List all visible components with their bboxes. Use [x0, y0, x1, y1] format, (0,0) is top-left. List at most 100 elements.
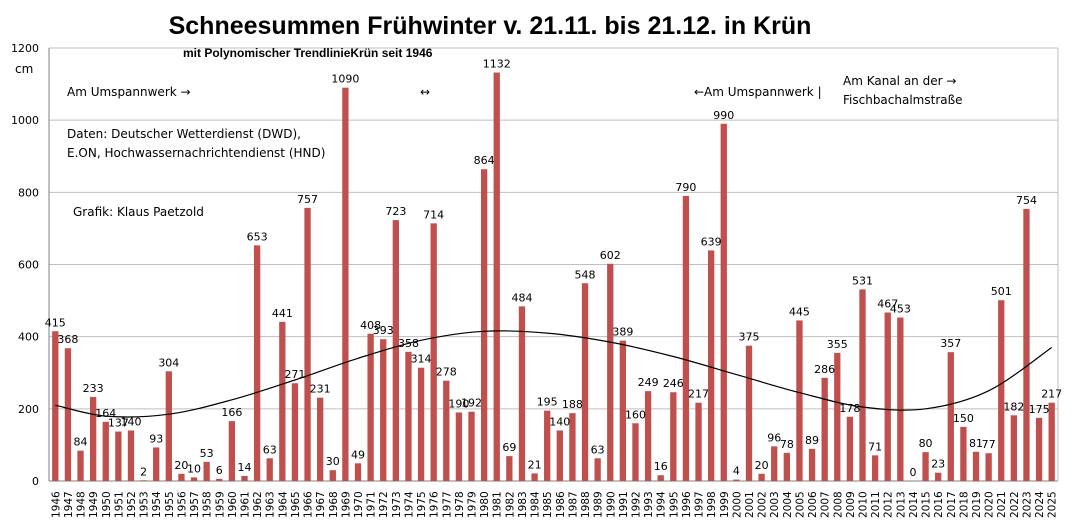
- y-axis-ticks: 0 200 400 600 800 1000 1200: [11, 42, 39, 488]
- bar-1975: [417, 367, 425, 481]
- x-tick-label-1989: 1989: [593, 491, 605, 518]
- y-tick-label: 800: [18, 186, 39, 199]
- data-label-1967: 231: [310, 383, 331, 396]
- data-label-1948: 84: [74, 436, 88, 449]
- data-label-1982: 69: [502, 441, 516, 454]
- data-label-2015: 80: [919, 437, 933, 450]
- x-tick-label-1966: 1966: [303, 491, 315, 518]
- data-label-1983: 484: [511, 291, 532, 304]
- bar-1946: [52, 331, 59, 481]
- data-label-2012: 467: [877, 297, 898, 310]
- bar-2005: [796, 320, 803, 481]
- trendline-group: [55, 330, 1053, 418]
- y-axis-label: cm: [15, 62, 33, 76]
- x-tick-label-1956: 1956: [176, 491, 188, 518]
- bar-1948: [77, 450, 84, 481]
- annotation-am-kanal: Am Kanal an der →: [843, 74, 956, 88]
- data-label-1969: 1090: [331, 73, 359, 86]
- bar-2021: [998, 300, 1005, 481]
- bar-2006: [808, 448, 816, 481]
- x-tick-label-2004: 2004: [782, 491, 794, 518]
- data-label-1987: 188: [562, 398, 583, 411]
- data-label-1979: 192: [461, 397, 482, 410]
- x-tick-label-1990: 1990: [605, 491, 617, 518]
- data-label-2023: 754: [1016, 194, 1037, 207]
- bar-2007: [821, 377, 828, 481]
- bar-1979: [468, 411, 475, 481]
- x-tick-label-1946: 1946: [50, 491, 62, 518]
- x-tick-label-2000: 2000: [731, 491, 743, 518]
- bar-1988: [581, 283, 589, 481]
- data-label-1960: 166: [221, 406, 242, 419]
- x-tick-label-1980: 1980: [479, 491, 491, 518]
- data-label-1962: 653: [247, 230, 268, 243]
- x-tick-label-1968: 1968: [328, 491, 340, 518]
- x-tick-label-1964: 1964: [277, 491, 289, 518]
- x-tick-label-2009: 2009: [845, 491, 857, 518]
- bar-1959: [216, 478, 223, 481]
- y-tick-label: 0: [32, 475, 39, 488]
- x-tick-label-2016: 2016: [933, 491, 945, 518]
- x-tick-label-1971: 1971: [366, 491, 378, 518]
- x-tick-label-2023: 2023: [1021, 491, 1033, 518]
- data-label-1998: 639: [701, 235, 722, 248]
- data-label-1966: 757: [297, 193, 318, 206]
- bar-1995: [670, 392, 677, 481]
- bar-1976: [430, 223, 437, 482]
- data-label-1955: 304: [158, 356, 179, 369]
- data-label-2003: 96: [767, 431, 781, 444]
- x-tick-label-1983: 1983: [517, 491, 529, 518]
- x-tick-label-2003: 2003: [769, 491, 781, 518]
- x-tick-label-2025: 2025: [1047, 491, 1059, 518]
- data-label-2008: 355: [827, 338, 848, 351]
- x-tick-label-2022: 2022: [1009, 491, 1021, 518]
- data-label-1993: 249: [638, 376, 659, 389]
- data-label-1972: 393: [373, 324, 394, 337]
- x-tick-label-2024: 2024: [1034, 491, 1046, 518]
- data-label-2007: 286: [814, 363, 835, 376]
- source-line-1: Daten: Deutscher Wetterdienst (DWD),: [67, 127, 301, 141]
- source-line-2: E.ON, Hochwassernachrichtendienst (HND): [67, 146, 325, 160]
- x-tick-label-1958: 1958: [202, 491, 214, 518]
- bar-1952: [127, 430, 135, 481]
- bar-1994: [657, 475, 664, 481]
- bar-1965: [291, 383, 299, 481]
- x-tick-label-2014: 2014: [908, 491, 920, 518]
- x-tick-label-1974: 1974: [403, 491, 415, 518]
- x-tick-label-1986: 1986: [555, 491, 567, 518]
- bar-2020: [985, 453, 992, 481]
- bar-2009: [846, 416, 854, 481]
- bar-2017: [947, 352, 954, 481]
- x-tick-label-1952: 1952: [126, 491, 138, 518]
- bar-2024: [1035, 417, 1043, 481]
- data-label-1947: 368: [57, 333, 78, 346]
- author-credit: Grafik: Klaus Paetzold: [73, 205, 204, 219]
- data-labels: 4153688423316413714029330420105361661465…: [45, 58, 1062, 479]
- x-tick-label-1988: 1988: [580, 491, 592, 518]
- bar-1993: [644, 391, 652, 481]
- bar-1949: [89, 396, 97, 481]
- x-tick-label-1977: 1977: [441, 491, 453, 518]
- x-tick-label-2015: 2015: [921, 491, 933, 518]
- x-tick-label-1995: 1995: [668, 491, 680, 518]
- bar-1990: [607, 263, 614, 481]
- bar-1950: [102, 421, 109, 481]
- bar-1954: [153, 447, 160, 481]
- bar-1999: [720, 123, 727, 482]
- x-tick-label-1982: 1982: [504, 491, 516, 518]
- data-label-2016: 23: [931, 458, 945, 471]
- x-tick-label-2011: 2011: [870, 491, 882, 518]
- data-label-2010: 531: [852, 274, 873, 287]
- data-label-1968: 30: [326, 455, 340, 468]
- bar-1953: [140, 480, 147, 481]
- data-label-1971: 408: [360, 319, 381, 332]
- data-label-2013: 453: [890, 303, 911, 316]
- y-tick-label: 200: [18, 403, 39, 416]
- bar-1974: [405, 351, 412, 481]
- x-tick-label-1965: 1965: [290, 491, 302, 518]
- data-label-1963: 63: [263, 443, 277, 456]
- data-label-1999: 990: [713, 109, 734, 122]
- bar-1984: [531, 473, 538, 481]
- bar-1982: [506, 456, 513, 481]
